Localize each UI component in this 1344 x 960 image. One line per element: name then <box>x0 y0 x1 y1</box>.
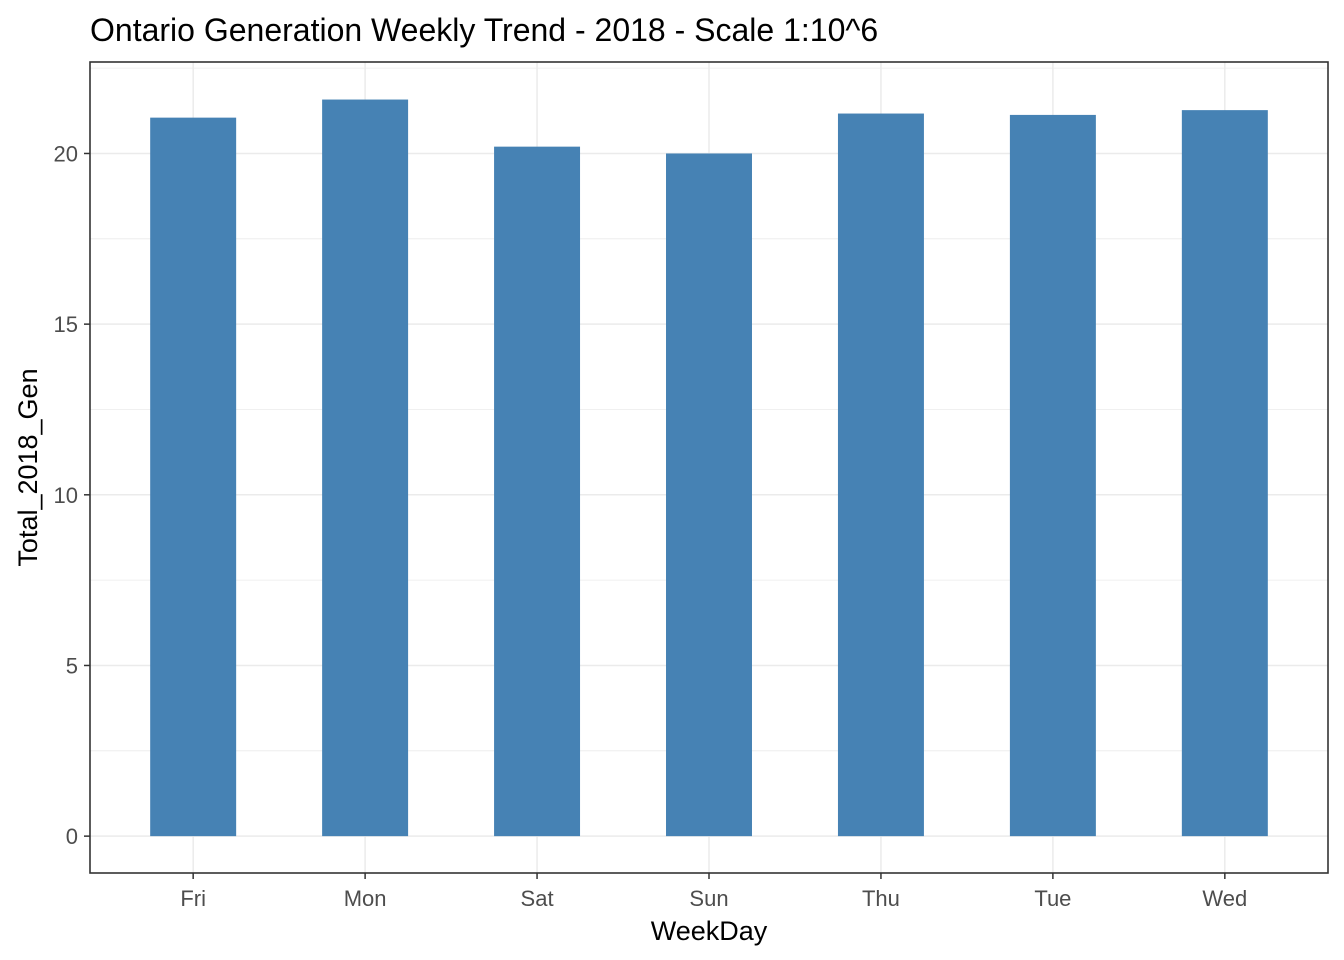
bar-sat <box>494 146 581 837</box>
x-axis-title: WeekDay <box>651 916 768 946</box>
bar-series <box>150 99 1268 837</box>
x-axis: Fri Mon Sat Sun Thu Tue Wed <box>180 873 1247 911</box>
x-tick-label-sun: Sun <box>689 886 728 911</box>
x-tick-label-tue: Tue <box>1034 886 1071 911</box>
bar-tue <box>1009 114 1096 837</box>
x-tick-label-fri: Fri <box>180 886 206 911</box>
bar-fri <box>150 117 237 837</box>
y-axis: 0 5 10 15 20 <box>54 141 90 849</box>
y-tick-label: 5 <box>66 653 78 678</box>
x-tick-label-mon: Mon <box>344 886 387 911</box>
y-tick-label: 0 <box>66 824 78 849</box>
y-tick-label: 15 <box>54 312 78 337</box>
x-tick-label-wed: Wed <box>1202 886 1247 911</box>
bar-sun <box>666 153 752 837</box>
chart-title: Ontario Generation Weekly Trend - 2018 -… <box>90 12 878 48</box>
x-tick-label-sat: Sat <box>521 886 554 911</box>
x-tick-label-thu: Thu <box>862 886 900 911</box>
bar-wed <box>1181 110 1268 837</box>
y-axis-title: Total_2018_Gen <box>13 368 43 566</box>
bar-thu <box>837 113 924 837</box>
y-tick-label: 20 <box>54 141 78 166</box>
bar-mon <box>322 99 409 837</box>
y-tick-label: 10 <box>54 483 78 508</box>
